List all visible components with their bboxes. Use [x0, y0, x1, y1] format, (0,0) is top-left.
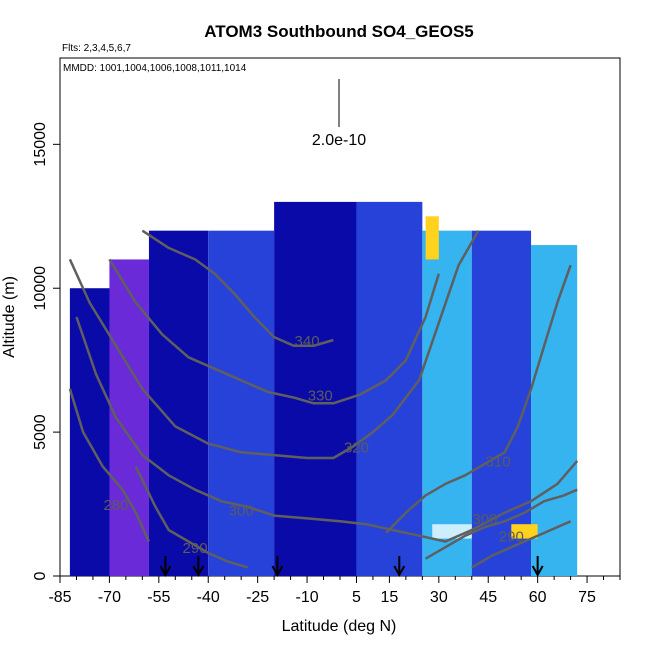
dates-note: MMDD: 1001,1004,1006,1008,1011,1014	[63, 63, 247, 74]
y-tick-label-2: 10000	[32, 266, 49, 311]
contour-line-310	[385, 264, 572, 534]
contour-line-290	[134, 466, 249, 569]
flight-marker-head-3	[393, 565, 406, 578]
flights-note: Flts: 2,3,4,5,6,7	[62, 43, 131, 54]
flight-markers	[159, 556, 544, 578]
y-tick-label-0: 0	[32, 571, 49, 580]
field-cell-7	[471, 230, 532, 576]
field-cell-6	[422, 230, 472, 576]
x-tick-label-2: -55	[147, 589, 170, 606]
x-tick-label-0: -85	[48, 589, 71, 606]
contour-label-330: 330	[308, 387, 333, 404]
contour-line-300	[424, 488, 578, 560]
y-tick-label-3: 15000	[32, 122, 49, 167]
contour-label-280: 280	[103, 497, 128, 514]
contour-line-330	[108, 258, 440, 405]
flight-marker-head-2	[271, 565, 284, 578]
contour-label-300: 300	[472, 511, 497, 528]
field-cell-10	[511, 524, 538, 539]
x-tick-label-3: -40	[197, 589, 220, 606]
flight-marker-head-4	[531, 565, 544, 578]
field-cell-3	[208, 230, 275, 576]
field-cell-8	[531, 245, 578, 576]
x-axis: -85 -70 -55 -40 -25 -10 5 15 30 45 60 75	[48, 576, 621, 606]
x-tick-label-11: 75	[578, 589, 596, 606]
x-tick-label-7: 15	[381, 589, 399, 606]
contour-label-300: 300	[229, 503, 254, 520]
x-tick-label-10: 60	[529, 589, 547, 606]
chart-title: ATOM3 Southbound SO4_GEOS5	[204, 22, 474, 41]
field-cell-2	[148, 230, 209, 576]
x-tick-label-6: 5	[352, 589, 361, 606]
contour-line-340	[141, 229, 334, 348]
contour-label-340: 340	[295, 333, 320, 350]
y-tick-label-1: 5000	[32, 414, 49, 450]
x-tick-label-9: 45	[479, 589, 497, 606]
flight-marker-head-0	[159, 565, 172, 578]
y-axis-label: Altitude (m)	[1, 276, 18, 358]
x-tick-label-4: -25	[246, 589, 269, 606]
x-tick-label-5: -10	[295, 589, 318, 606]
field-cell-9	[425, 216, 439, 260]
contour-line-280	[68, 388, 151, 543]
field-cell-0	[69, 288, 116, 576]
contour-line-300	[75, 316, 579, 543]
y-axis: 0 5000 10000 15000	[32, 122, 60, 580]
contour-label-290: 290	[499, 528, 524, 545]
x-axis-label: Latitude (deg N)	[282, 618, 397, 635]
field-cell-4	[274, 201, 357, 576]
contour-label-310: 310	[486, 454, 511, 471]
scale-bar-label: 2.0e-10	[312, 132, 366, 149]
contour-label-320: 320	[344, 439, 369, 456]
x-tick-label-8: 30	[430, 589, 448, 606]
contour-line-290	[471, 520, 572, 569]
contour-label-290: 290	[183, 540, 208, 557]
contour-line-320	[68, 230, 480, 460]
flight-marker-head-1	[192, 565, 205, 578]
x-tick-label-1: -70	[98, 589, 121, 606]
